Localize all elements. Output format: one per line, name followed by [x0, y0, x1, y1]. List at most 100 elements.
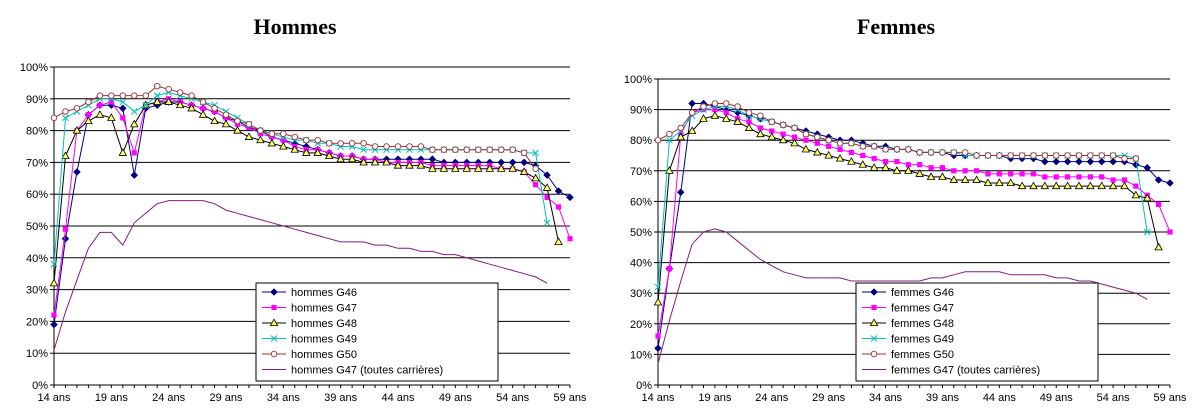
data-point [1086, 181, 1095, 190]
data-point [244, 132, 254, 140]
data-point [245, 120, 253, 128]
data-point [324, 151, 334, 160]
data-point [790, 138, 799, 147]
y-tick-label: 90% [630, 105, 652, 117]
data-point [543, 219, 551, 227]
data-point [267, 138, 277, 147]
data-point [710, 111, 720, 119]
data-point [417, 143, 425, 150]
data-point [118, 104, 127, 113]
data-point [870, 350, 878, 358]
data-point [554, 237, 563, 245]
series-line [53, 101, 571, 325]
data-point [824, 150, 833, 159]
data-point [50, 114, 58, 122]
chart-panel-femmes: Femmes 0% 10% 20% 30% 40% 50% 60% 70% 80% 90% 100%… [600, 0, 1192, 410]
series-hommes-g50 [50, 82, 539, 173]
data-point [221, 119, 231, 128]
data-point [118, 148, 128, 156]
data-point [939, 165, 946, 171]
data-point [996, 152, 1003, 159]
data-point [882, 159, 889, 165]
data-point [475, 146, 482, 153]
data-point [463, 146, 471, 153]
data-point [496, 164, 506, 172]
data-point [711, 100, 719, 107]
data-point [1007, 152, 1014, 159]
data-point [153, 92, 161, 99]
data-point [473, 164, 483, 172]
data-point [199, 98, 207, 106]
data-point [996, 171, 1002, 177]
data-point [780, 131, 786, 137]
legend-entry: hommes G48 [291, 318, 357, 330]
data-point [520, 158, 528, 167]
data-point [1029, 181, 1038, 190]
data-point [108, 99, 114, 105]
series-femmes-g50 [654, 100, 1140, 162]
data-point [1075, 157, 1083, 166]
data-point [371, 143, 379, 150]
data-point [1121, 177, 1128, 183]
data-point [532, 149, 539, 157]
chart-femmes: 0% 10% 20% 30% 40% 50% 60% 70% 80% 90% 100% 14 ans 1… [624, 74, 1187, 404]
data-point [429, 146, 436, 153]
data-point [1120, 181, 1129, 190]
data-point [1041, 152, 1049, 159]
data-point [1052, 152, 1060, 159]
data-point [451, 164, 460, 172]
data-point [233, 125, 242, 134]
series-hommes-g47-toutes-carri-res- [53, 200, 548, 351]
x-tick-label: 24 ans [152, 392, 186, 404]
data-point [882, 146, 889, 153]
x-tick-label: 14 ans [641, 392, 675, 404]
data-point [1086, 157, 1095, 166]
legend-box [255, 282, 499, 382]
y-tick-label: 50% [26, 221, 48, 233]
data-point [814, 140, 820, 146]
y-tick-label: 0% [636, 380, 652, 392]
data-point [973, 152, 980, 159]
data-point [165, 86, 172, 93]
data-point [303, 136, 310, 144]
data-point [131, 150, 137, 156]
data-point [1042, 174, 1048, 180]
y-tick-label: 100% [624, 74, 652, 86]
series-line [657, 115, 1160, 303]
data-point [1018, 152, 1026, 159]
data-point [1087, 152, 1094, 159]
y-tick-label: 20% [630, 319, 652, 331]
data-point [666, 136, 673, 144]
data-point [382, 157, 391, 166]
data-point [1143, 163, 1152, 172]
data-point [1098, 152, 1105, 159]
data-point [314, 136, 321, 144]
data-point [119, 92, 127, 99]
legend-entry: femmes G46 [891, 287, 954, 299]
data-point [926, 172, 936, 180]
data-point [904, 166, 913, 174]
data-point [176, 89, 184, 96]
data-point [509, 146, 516, 153]
data-point [542, 183, 552, 191]
data-point [130, 171, 139, 179]
data-point [555, 204, 562, 210]
data-point [972, 175, 981, 183]
data-point [270, 350, 278, 358]
x-tick-label: 19 ans [95, 392, 129, 404]
data-point [198, 110, 208, 118]
data-point [826, 143, 832, 149]
data-point [985, 171, 991, 177]
data-point [847, 157, 856, 165]
x-tick-label: 14 ans [37, 392, 71, 404]
legend-entry: hommes G47 [291, 303, 357, 315]
data-point [1167, 229, 1173, 235]
chart-title: Femmes [856, 14, 936, 39]
data-point [960, 175, 970, 183]
legend-entry: hommes G46 [291, 287, 357, 299]
legend: femmes G46 femmes G47 femmes G48 femmes G49… [855, 282, 1099, 382]
data-point [699, 114, 708, 122]
data-point [1154, 242, 1163, 251]
data-point [1131, 190, 1141, 199]
data-point [337, 140, 344, 147]
